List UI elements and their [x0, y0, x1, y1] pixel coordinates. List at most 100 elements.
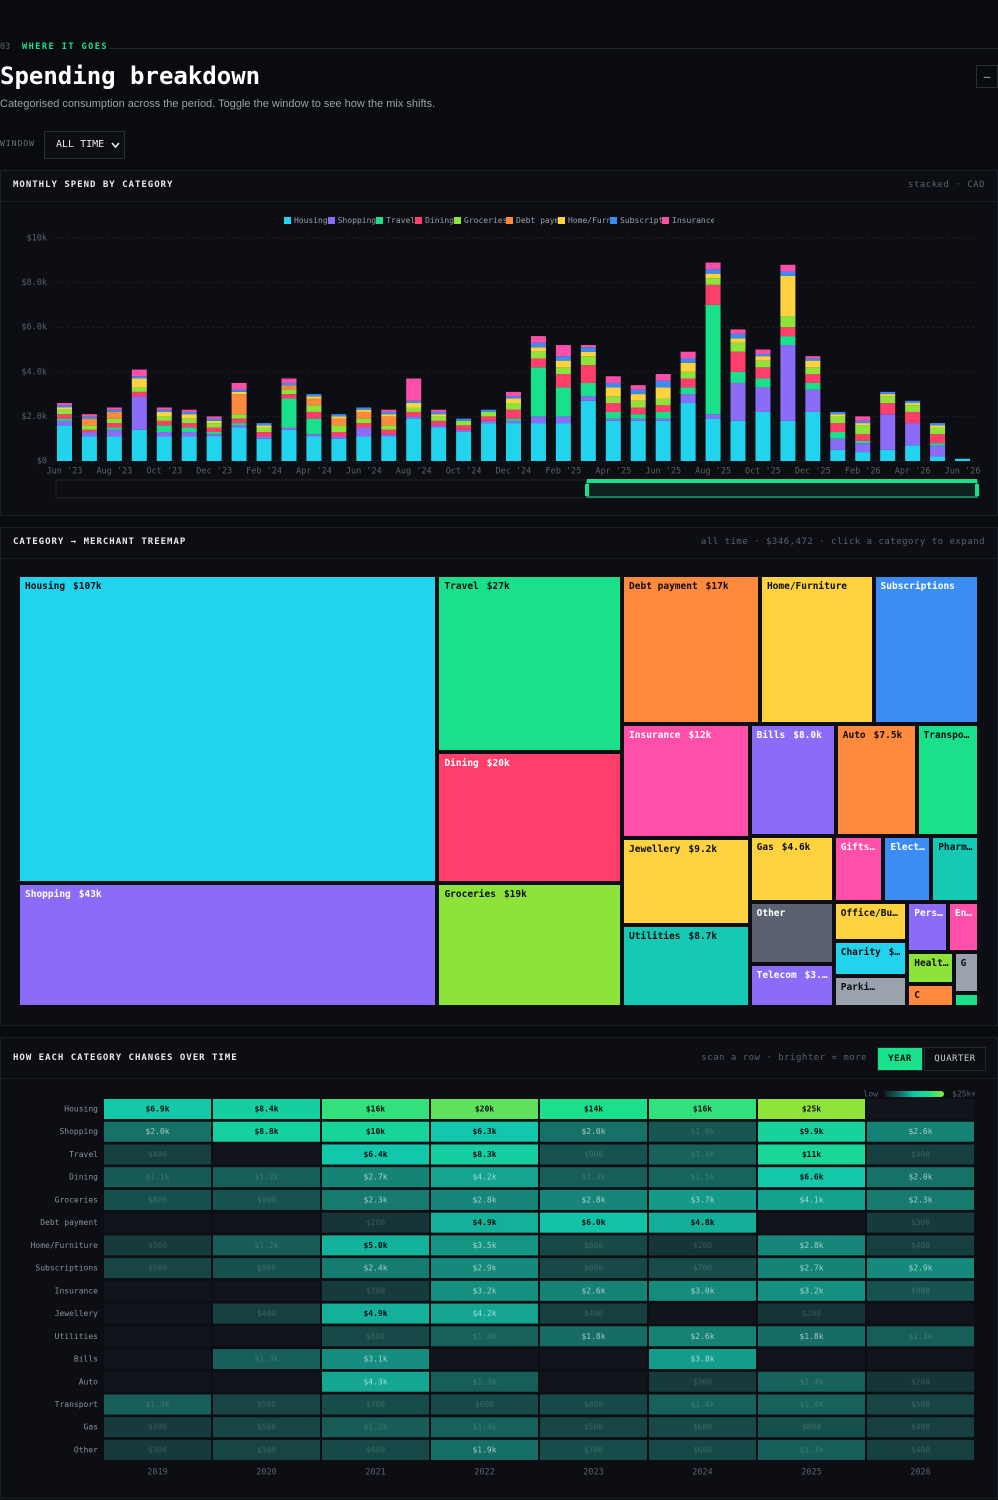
divider — [1, 1078, 997, 1079]
heat-cell — [649, 1235, 756, 1256]
bar-segment — [56, 403, 72, 406]
treemap-cell[interactable]: Gifts/Flowers — [835, 838, 882, 900]
heat-cell — [322, 1189, 429, 1210]
treemap-cell[interactable]: Shopping $43k — [20, 885, 436, 1005]
heat-cell — [540, 1326, 647, 1347]
bar-segment — [281, 382, 297, 386]
heatmap-chart: low $25k+ Housing $6.9k $8.4k $16k $20k $14k $16… — [31, 1090, 977, 1478]
treemap-cell[interactable]: Gas $4.6k — [751, 838, 832, 901]
treemap-cell[interactable]: G — [955, 954, 977, 991]
bar-segment — [855, 420, 871, 424]
bar-segment — [680, 387, 696, 395]
heat-cell — [213, 1121, 320, 1142]
heat-cell — [758, 1394, 865, 1415]
bar-segment — [655, 405, 671, 412]
cell-name: Dining — [444, 757, 479, 769]
row-label: Jewellery — [55, 1309, 99, 1318]
bar-segment — [381, 416, 397, 426]
cell-value: $2.1k — [888, 947, 902, 959]
bar-segment — [381, 436, 397, 461]
bar-segment — [281, 385, 297, 390]
bar-segment — [406, 418, 422, 461]
heat-cell — [540, 1144, 647, 1165]
bar-segment — [506, 403, 521, 410]
treemap-cell[interactable]: Auto $7.5k — [837, 725, 915, 835]
treemap-cell[interactable]: Enter… — [949, 903, 977, 951]
bar-segment — [805, 367, 821, 375]
heat-cell — [649, 1258, 756, 1279]
bar-segment — [206, 432, 222, 435]
treemap-cell[interactable]: Transport — [918, 725, 977, 835]
heat-cell — [867, 1439, 974, 1460]
treemap-cell[interactable]: Utilities $8.7k — [624, 926, 748, 1005]
heat-cell — [322, 1417, 429, 1438]
bar-segment — [281, 389, 297, 395]
treemap-cell[interactable]: Bills $8.0k — [751, 725, 834, 835]
cell-label: $2.8k — [581, 1195, 605, 1204]
bar-segment — [855, 425, 871, 435]
cell-name: Electronics — [890, 842, 926, 854]
cell-label: $4.2k — [472, 1173, 496, 1182]
heat-cell — [104, 1258, 211, 1279]
cell-label: $4.9k — [472, 1218, 496, 1227]
treemap-cell[interactable]: Other — [751, 904, 832, 962]
treemap-cell[interactable]: Charity $2.1k — [835, 943, 906, 974]
toggle-button[interactable]: QUARTER — [924, 1047, 986, 1071]
bar-segment — [630, 400, 646, 408]
cell-value: $20k — [486, 757, 510, 769]
cell-label: Electronics — [890, 842, 926, 853]
brush-handle[interactable] — [975, 484, 979, 496]
treemap-cell[interactable]: Debt payment $17k — [624, 577, 758, 722]
treemap-cell[interactable]: Parki… — [835, 977, 906, 1005]
heat-cell — [213, 1394, 320, 1415]
collapse-button[interactable]: – — [976, 65, 998, 88]
treemap-cell[interactable]: Healt… — [909, 954, 952, 982]
cell-label: $600 — [584, 1264, 603, 1273]
column-label: 2026 — [910, 1468, 930, 1478]
window-select[interactable]: ALL TIME — [44, 131, 125, 159]
heat-cell — [322, 1258, 429, 1279]
legend-item: Travel — [376, 216, 415, 225]
treemap-cell[interactable]: Pers… — [909, 903, 946, 951]
y-tick-label: $6.0k — [21, 323, 47, 333]
treemap-cell[interactable]: Dining $20k — [439, 753, 621, 881]
treemap-cell[interactable]: Pharmacy/Heal… — [933, 838, 977, 900]
treemap-cell[interactable]: Home/Furniture — [761, 577, 872, 722]
heat-cell — [431, 1167, 538, 1188]
page-title: Spending breakdown — [0, 62, 261, 90]
legend-item: Home/Furniture — [558, 216, 610, 225]
toggle-button[interactable]: YEAR — [877, 1047, 923, 1071]
treemap-cell[interactable] — [955, 994, 977, 1005]
bar-segment — [780, 327, 796, 337]
treemap-cell[interactable]: C — [909, 985, 952, 1005]
bar-segment — [605, 382, 621, 388]
bar-segment — [680, 358, 696, 363]
legend-swatch — [283, 217, 291, 224]
cell-label: $20k — [475, 1105, 494, 1114]
empty-cell — [867, 1099, 974, 1119]
row-label: Shopping — [59, 1127, 98, 1136]
cell-name: Debt payment — [629, 581, 698, 592]
bar-segment — [231, 382, 247, 390]
cell-label: $8.8k — [254, 1127, 278, 1136]
brush-window[interactable] — [586, 480, 978, 498]
brush-handle[interactable] — [585, 484, 589, 496]
heat-cell — [540, 1417, 647, 1438]
treemap-cell[interactable]: Telecom $3.0k — [751, 965, 832, 1005]
treemap-cell[interactable]: Housing $107k — [20, 577, 436, 882]
treemap-cell[interactable]: Groceries $19k — [439, 884, 621, 1005]
treemap-cell[interactable]: Electronics — [885, 838, 930, 900]
cell-label: Debt payment $17k — [629, 581, 755, 592]
cell-label: $2.6k — [581, 1286, 605, 1295]
cell-label: Housing $107k — [25, 581, 432, 592]
brush-bar[interactable] — [587, 479, 977, 483]
heat-cell — [867, 1326, 974, 1347]
treemap-cell[interactable]: Subscriptions — [875, 577, 977, 722]
heat-cell — [649, 1212, 756, 1233]
treemap-cell[interactable]: Travel $27k — [439, 577, 621, 750]
cell-label: $600 — [366, 1445, 385, 1454]
treemap-cell[interactable]: Office/Busi… — [835, 903, 906, 940]
treemap-cell[interactable]: Jewellery $9.2k — [624, 839, 748, 923]
bar-segment — [530, 347, 546, 352]
treemap-cell[interactable]: Insurance $12k — [624, 725, 748, 836]
